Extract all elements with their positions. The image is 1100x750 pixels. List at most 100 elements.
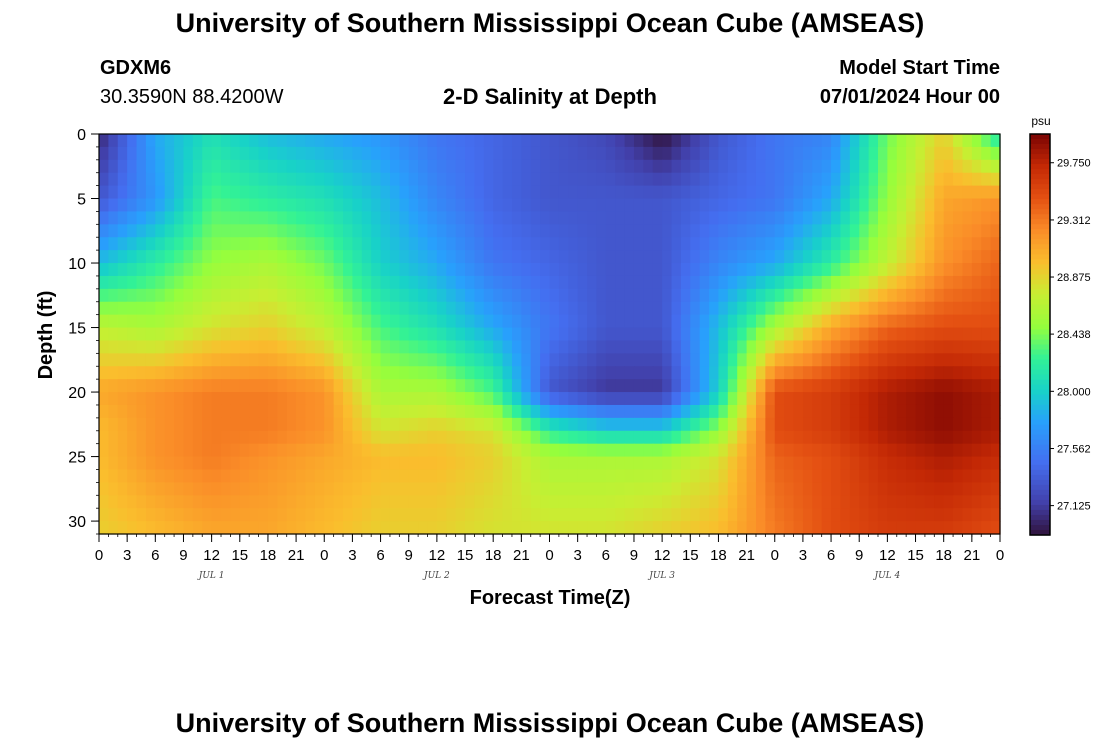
heatmap-cell xyxy=(971,353,982,367)
heatmap-cell xyxy=(483,134,494,148)
heatmap-cell xyxy=(915,495,926,509)
heatmap-cell xyxy=(502,443,513,458)
heatmap-cell xyxy=(314,353,325,367)
heatmap-cell xyxy=(521,469,532,483)
heatmap-cell xyxy=(962,508,973,522)
heatmap-cell xyxy=(483,288,494,303)
heatmap-cell xyxy=(502,430,513,445)
heatmap-cell xyxy=(446,198,457,213)
heatmap-cell xyxy=(108,340,119,354)
heatmap-cell xyxy=(849,366,860,380)
heatmap-cell xyxy=(324,275,335,290)
heatmap-cell xyxy=(296,366,307,380)
heatmap-cell xyxy=(333,314,344,329)
heatmap-cell xyxy=(727,495,738,509)
heatmap-cell xyxy=(174,224,185,238)
heatmap-cell xyxy=(418,237,429,251)
heatmap-cell xyxy=(577,430,588,445)
heatmap-cell xyxy=(831,404,842,419)
heatmap-cell xyxy=(868,521,879,535)
heatmap-cell xyxy=(380,185,391,200)
heatmap-cell xyxy=(934,224,945,238)
heatmap-cell xyxy=(343,211,354,225)
heatmap-cell xyxy=(596,224,607,238)
heatmap-cell xyxy=(164,301,175,316)
heatmap-cell xyxy=(821,314,832,329)
heatmap-cell xyxy=(408,417,419,432)
heatmap-cell xyxy=(821,159,832,174)
heatmap-cell xyxy=(549,456,560,471)
heatmap-cell xyxy=(971,237,982,251)
heatmap-cell xyxy=(305,392,316,406)
heatmap-cell xyxy=(380,301,391,316)
heatmap-cell xyxy=(915,185,926,200)
heatmap-cell xyxy=(868,508,879,522)
heatmap-cell xyxy=(155,404,166,419)
heatmap-cell xyxy=(737,340,748,354)
heatmap-cell xyxy=(765,211,776,225)
heatmap-cell xyxy=(296,224,307,238)
heatmap-cell xyxy=(502,134,513,148)
heatmap-cell xyxy=(877,211,888,225)
x-tick-label: 9 xyxy=(855,547,863,564)
heatmap-cell xyxy=(455,275,466,290)
heatmap-cell xyxy=(906,185,917,200)
heatmap-cell xyxy=(239,495,250,509)
heatmap-cell xyxy=(765,366,776,380)
heatmap-cell xyxy=(389,366,400,380)
colorbar-swatch xyxy=(1030,289,1050,295)
colorbar-swatch xyxy=(1030,389,1050,396)
heatmap-cell xyxy=(314,327,325,342)
heatmap-cell xyxy=(868,392,879,406)
heatmap-cell xyxy=(962,172,973,187)
heatmap-cell xyxy=(230,340,241,354)
heatmap-cell xyxy=(596,482,607,496)
heatmap-cell xyxy=(277,521,288,535)
heatmap-cell xyxy=(343,508,354,522)
heatmap-cell xyxy=(549,263,560,277)
heatmap-cell xyxy=(971,495,982,509)
heatmap-cell xyxy=(239,443,250,458)
heatmap-cell xyxy=(502,340,513,354)
heatmap-cell xyxy=(981,172,992,187)
heatmap-cell xyxy=(643,521,654,535)
heatmap-cell xyxy=(493,495,504,509)
heatmap-cell xyxy=(314,250,325,264)
heatmap-cell xyxy=(249,327,260,342)
heatmap-cell xyxy=(127,134,138,148)
heatmap-cell xyxy=(690,392,701,406)
heatmap-cell xyxy=(615,508,626,522)
heatmap-cell xyxy=(887,134,898,148)
heatmap-cell xyxy=(840,185,851,200)
heatmap-cell xyxy=(399,482,410,496)
heatmap-cell xyxy=(981,275,992,290)
heatmap-cell xyxy=(361,443,372,458)
heatmap-cell xyxy=(249,185,260,200)
heatmap-cell xyxy=(333,159,344,174)
heatmap-cell xyxy=(953,469,964,483)
heatmap-cell xyxy=(680,482,691,496)
heatmap-cell xyxy=(981,134,992,148)
heatmap-cell xyxy=(127,392,138,406)
heatmap-cell xyxy=(784,134,795,148)
heatmap-cell xyxy=(99,172,109,187)
heatmap-cell xyxy=(868,443,879,458)
heatmap-cell xyxy=(305,521,316,535)
heatmap-cell xyxy=(934,185,945,200)
heatmap-cell xyxy=(671,521,682,535)
heatmap-cell xyxy=(399,353,410,367)
heatmap-cell xyxy=(267,404,278,419)
heatmap-cell xyxy=(174,211,185,225)
heatmap-cell xyxy=(343,482,354,496)
colorbar-swatch xyxy=(1030,404,1050,411)
heatmap-cell xyxy=(305,495,316,509)
heatmap-cell xyxy=(587,443,598,458)
heatmap-cell xyxy=(408,508,419,522)
heatmap-cell xyxy=(953,134,964,148)
heatmap-cell xyxy=(296,495,307,509)
heatmap-cell xyxy=(361,456,372,471)
heatmap-cell xyxy=(408,366,419,380)
heatmap-cell xyxy=(446,495,457,509)
heatmap-cell xyxy=(774,314,785,329)
heatmap-cell xyxy=(399,211,410,225)
